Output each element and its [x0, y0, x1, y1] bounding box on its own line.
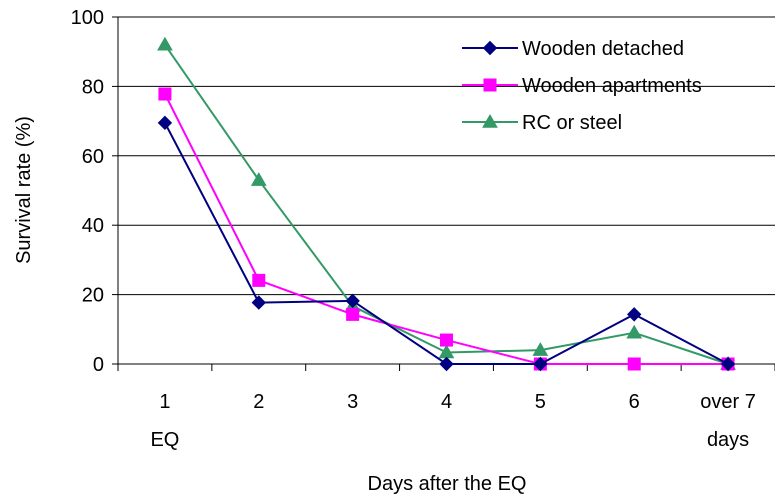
x-tick-label-0: 1: [159, 391, 170, 413]
y-tick-label-80: 80: [82, 76, 104, 98]
y-tick-label-60: 60: [82, 146, 104, 168]
legend-label-1: Wooden apartments: [522, 75, 702, 97]
axes: [112, 16, 775, 371]
legend-marker-1: [483, 78, 497, 92]
data-point-s0-4: [533, 356, 548, 372]
x-tick-labels: 1 EQ 2 3 4 5 6 over 7 days: [150, 391, 755, 451]
series-group: [157, 36, 736, 372]
x-tick-label-5: 6: [629, 391, 640, 413]
legend-label-2: RC or steel: [522, 112, 622, 134]
data-point-s2-0: [157, 36, 173, 51]
x-tick-sublabel-6: days: [707, 429, 749, 451]
data-point-s1-1: [252, 273, 266, 287]
legend: Wooden detached Wooden apartments RC or st…: [462, 38, 702, 134]
x-axis-title: Days after the EQ: [368, 473, 527, 495]
series-line-0: [164, 122, 729, 365]
data-point-s1-5: [627, 357, 641, 371]
legend-marker-2: [482, 113, 498, 128]
y-tick-label-40: 40: [82, 215, 104, 237]
x-tick-label-6: over 7: [700, 391, 756, 413]
data-point-s2-5: [626, 324, 643, 339]
x-tick-label-1: 2: [253, 391, 264, 413]
data-point-s1-3: [440, 333, 453, 347]
y-tick-label-100: 100: [71, 7, 104, 29]
legend-label-0: Wooden detached: [522, 38, 684, 60]
data-point-s1-2: [346, 307, 360, 321]
data-point-s0-5: [627, 307, 642, 322]
data-point-s1-0: [158, 87, 172, 101]
x-tick-label-3: 4: [441, 391, 452, 413]
data-point-s2-4: [532, 342, 549, 356]
data-point-s0-1: [251, 295, 266, 310]
data-point-s2-1: [250, 172, 267, 186]
x-tick-label-2: 3: [347, 391, 358, 413]
y-tick-labels: 0 20 40 60 80 100: [71, 7, 104, 376]
y-axis-title: Survival rate (%): [13, 116, 35, 264]
y-tick-label-20: 20: [82, 285, 104, 307]
x-tick-label-4: 5: [535, 391, 546, 413]
data-point-s0-2: [345, 293, 360, 309]
y-tick-label-0: 0: [93, 354, 104, 376]
data-point-s0-3: [439, 356, 454, 372]
x-tick-sublabel-0: EQ: [150, 429, 179, 451]
data-point-s0-0: [157, 115, 173, 131]
gridlines: [118, 16, 775, 296]
legend-marker-0: [482, 40, 498, 56]
series-line-1: [164, 93, 729, 365]
data-point-s0-6: [720, 356, 736, 372]
